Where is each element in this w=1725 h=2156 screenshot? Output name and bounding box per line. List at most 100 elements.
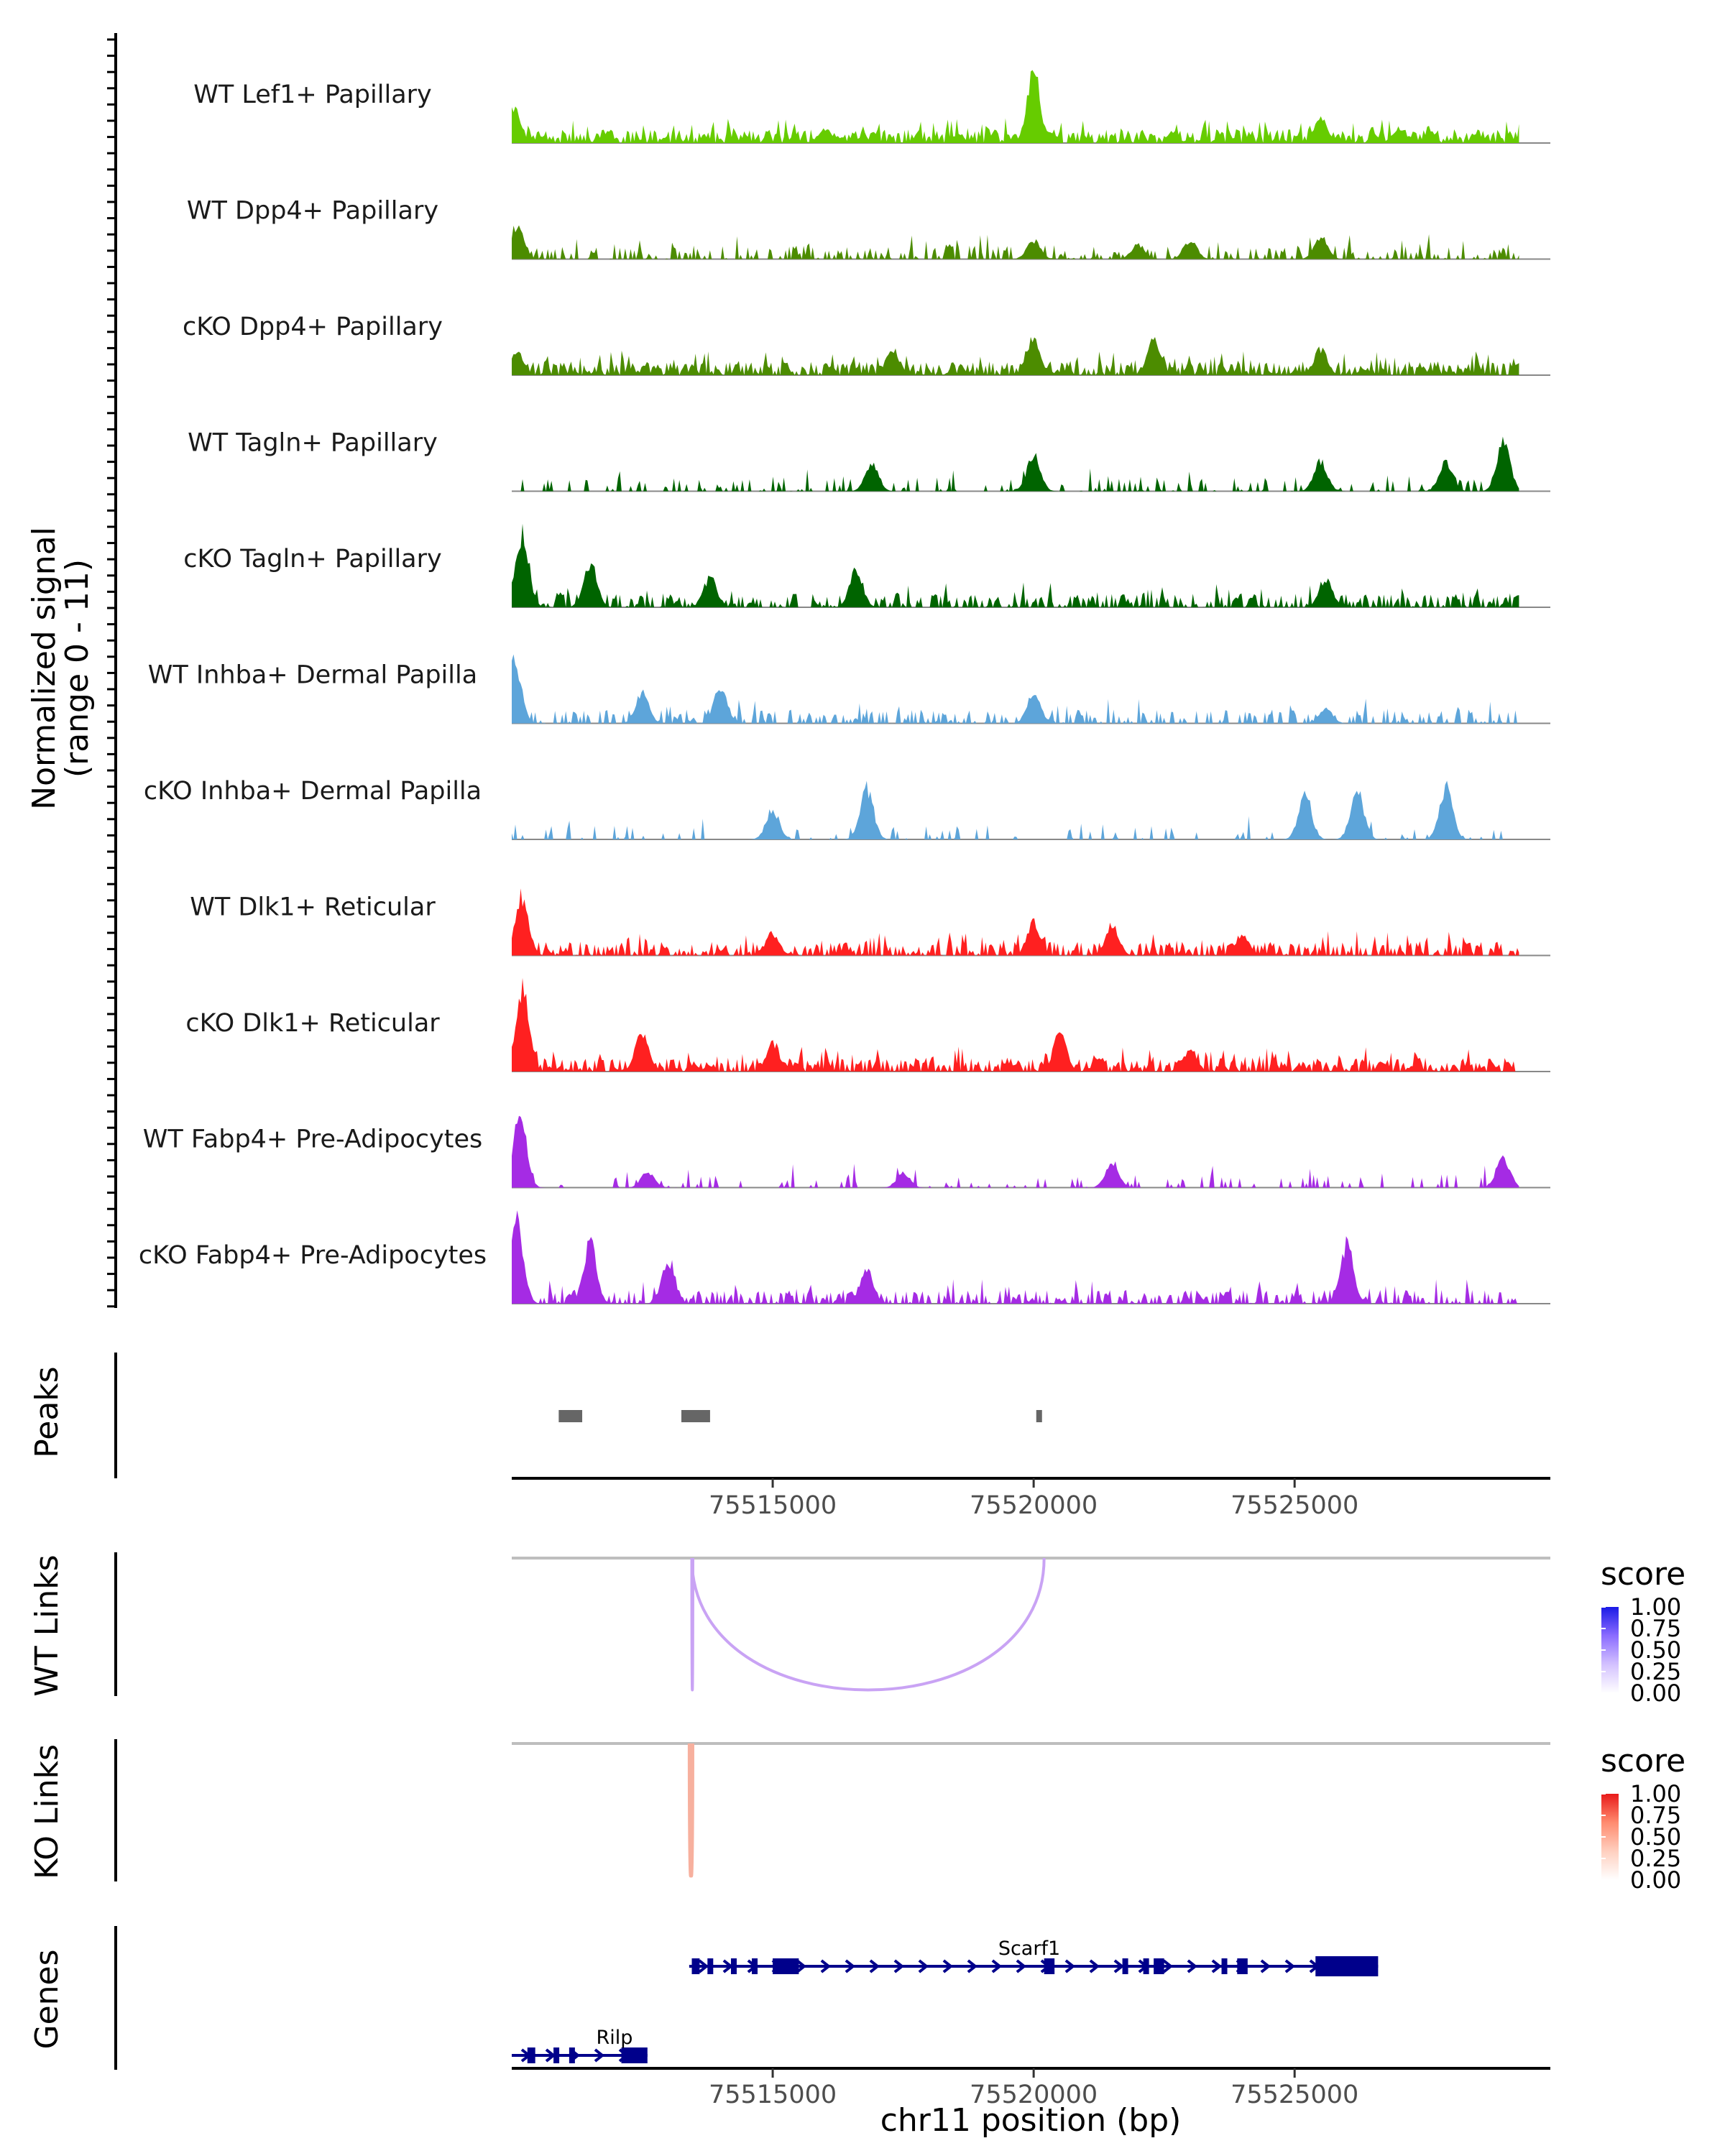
exon [1154,1958,1164,1974]
ko-links-track-label: KO Links [29,1744,65,1879]
exon [1237,1958,1248,1974]
track-label: WT Fabp4+ Pre-Adipocytes [143,1125,482,1154]
link-arc [690,1557,1046,1692]
legend-tick-label: 0.50 [1630,1823,1681,1851]
x-tick-label: 75520000 [970,2081,1098,2109]
strand-arrow [845,1959,856,1973]
coverage-area [512,1115,1519,1188]
strand-arrow [1211,1959,1223,1973]
legend-tick-label: 0.75 [1630,1615,1681,1642]
legend-tick-label: 0.50 [1630,1636,1681,1664]
legend-tick-label: 0.25 [1630,1845,1681,1872]
coverage-track: WT Tagln+ Papillary [188,429,1550,492]
track-label: WT Lef1+ Papillary [193,80,432,109]
gene-name-label: Scarf1 [998,1938,1060,1960]
legend-tick-label: 0.25 [1630,1658,1681,1685]
strand-arrow [967,1959,978,1973]
exon [730,1958,737,1974]
peak-region [558,1410,583,1422]
genes-track-label: Genes [29,1949,65,2049]
strand-arrow [1113,1959,1125,1973]
coverage-track: cKO Inhba+ Dermal Papilla [144,777,1550,840]
coverage-area [512,977,1519,1072]
exon [691,1958,700,1974]
strand-arrow [722,1959,734,1973]
coverage-area [512,654,1519,724]
x-tick-label: 75515000 [709,2081,837,2109]
strand-arrow [869,1959,880,1973]
legend-tick-label: 1.00 [1630,1780,1681,1807]
strand-arrow [918,1959,929,1973]
exon [1221,1958,1228,1974]
x-axis-title: chr11 position (bp) [880,2102,1182,2139]
exon [773,1958,799,1974]
coverage-area [512,70,1519,143]
track-label: WT Dpp4+ Papillary [187,197,438,226]
coverage-track: cKO Fabp4+ Pre-Adipocytes [139,1210,1550,1304]
legend-tick-label: 0.00 [1630,1680,1681,1707]
coverage-area [512,888,1519,956]
strand-arrow [942,1959,954,1973]
legend-tick-label: 0.75 [1630,1802,1681,1829]
coverage-area [512,225,1519,259]
x-tick-label: 75525000 [1230,1491,1358,1520]
coverage-tracks: WT Lef1+ Papillary WT Dpp4+ Papillary cKO … [139,70,1550,1304]
track-label: cKO Inhba+ Dermal Papilla [144,777,482,806]
coverage-area [512,336,1519,375]
x-tick-label: 75520000 [970,1491,1098,1520]
exon [1044,1958,1055,1974]
strand-arrow [893,1959,905,1973]
peak-region [1036,1410,1042,1422]
exon [707,1958,714,1974]
legend-title: score [1601,1743,1685,1779]
exon [527,2047,535,2063]
y-axis-title-line2: (range 0 - 11) [59,559,96,778]
strand-arrow [594,2048,605,2063]
coverage-track: WT Dlk1+ Reticular [190,888,1550,957]
strand-arrow [1162,1959,1174,1973]
coverage-area [512,780,1519,839]
link-arc [689,1743,694,1878]
coverage-track: cKO Dlk1+ Reticular [185,977,1550,1072]
link-arc [690,1557,694,1692]
x-tick-label: 75525000 [1230,2081,1358,2109]
strand-arrow [545,2048,556,2063]
strand-arrow [796,1959,807,1973]
coverage-track: WT Lef1+ Papillary [193,70,1550,144]
links-tracks: score1.000.750.500.250.00score1.000.750.… [114,1552,1685,1894]
genes-track: Scarf1 Rilp 75515000 75520000 75525000 [114,1926,1550,2109]
strand-arrow [1284,1959,1296,1973]
track-label: cKO Fabp4+ Pre-Adipocytes [139,1241,487,1270]
track-label: cKO Dlk1+ Reticular [185,1009,440,1038]
strand-arrow [1016,1959,1027,1973]
coverage-area [512,523,1519,607]
peaks-track-label: Peaks [29,1366,65,1457]
gene-model: Rilp [512,2027,648,2063]
strand-arrow [1187,1959,1198,1973]
coverage-track: WT Dpp4+ Papillary [187,197,1550,260]
peaks-track: 75515000 75520000 75525000 [114,1353,1550,1520]
legend-tick-label: 1.00 [1630,1593,1681,1621]
gene-name-label: Rilp [597,2027,633,2049]
coverage-area [512,1210,1519,1304]
track-label: WT Dlk1+ Reticular [190,893,436,922]
exon [1143,1958,1149,1974]
gene-model: Scarf1 [689,1938,1379,1976]
coverage-track: WT Inhba+ Dermal Papilla [148,654,1550,724]
exon [1122,1958,1128,1974]
y-axis-title-line1: Normalized signal [26,527,63,810]
exon [752,1958,758,1974]
signal-y-axis [107,33,117,1308]
strand-arrow [820,1959,832,1973]
coverage-track: cKO Tagln+ Papillary [183,523,1550,608]
strand-arrow [698,1959,709,1973]
track-label: WT Tagln+ Papillary [188,429,438,458]
legend-title: score [1601,1556,1685,1593]
strand-arrow [1064,1959,1076,1973]
exon [621,2047,648,2063]
legend-tick-label: 0.00 [1630,1866,1681,1894]
track-label: cKO Dpp4+ Papillary [183,313,443,341]
